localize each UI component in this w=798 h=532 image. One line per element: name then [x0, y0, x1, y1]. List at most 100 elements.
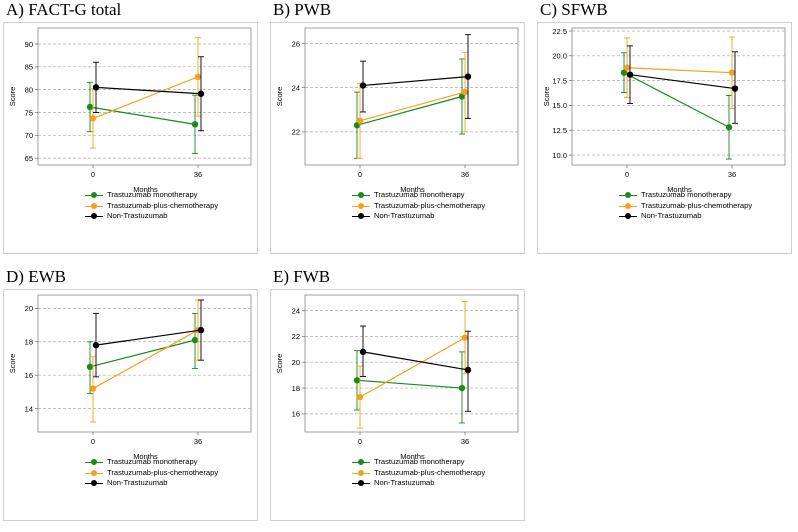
chart-frame: [270, 22, 525, 254]
y-tick-label: 85: [25, 63, 33, 72]
y-tick-label: 80: [25, 85, 33, 94]
legend-marker-chemo: [619, 202, 637, 210]
y-tick-label: 75: [25, 108, 33, 117]
y-tick-label: 20: [25, 304, 33, 313]
data-point-chemo: [89, 385, 97, 392]
data-point-non: [359, 82, 367, 89]
legend-marker-mono: [85, 191, 103, 199]
chart-svg: 22 24 26 0 36 Months Score: [275, 27, 519, 194]
x-tick-label: 0: [91, 437, 95, 446]
data-point-mono: [191, 336, 199, 344]
y-tick-label: 15.0: [552, 101, 567, 110]
y-tick-label: 26: [292, 39, 300, 48]
data-point-chemo: [728, 69, 736, 76]
y-tick-label: 22.5: [552, 27, 567, 36]
y-tick-label: 16: [292, 410, 300, 419]
y-axis-label: Score: [8, 354, 17, 374]
legend-item: Trastuzumab-plus-chemotherapy: [352, 201, 485, 212]
series-line-non: [362, 76, 469, 87]
x-axis-label: Months: [133, 452, 158, 461]
legend-item: Trastuzumab monotherapy: [352, 190, 485, 201]
legend-item: Non-Trastuzumab: [352, 211, 485, 222]
data-point-mono: [725, 124, 733, 131]
y-tick-label: 90: [25, 40, 33, 49]
data-point-chemo: [623, 64, 631, 71]
legend-item: Trastuzumab-plus-chemotherapy: [619, 201, 752, 212]
legend-item: Trastuzumab monotherapy: [619, 190, 752, 201]
data-point-chemo: [461, 88, 469, 96]
data-point-mono: [86, 363, 94, 371]
series-line-chemo: [92, 329, 199, 390]
y-tick-label: 22: [292, 128, 300, 137]
x-axis-label: Months: [400, 452, 425, 461]
y-tick-label: 22: [292, 332, 300, 341]
legend-marker-mono: [352, 458, 370, 466]
y-tick-label: 65: [25, 154, 33, 163]
plot-area: [304, 27, 519, 166]
legend-item: Non-Trastuzumab: [619, 211, 752, 222]
legend-marker-chemo: [352, 469, 370, 477]
y-tick-label: 17.5: [552, 76, 567, 85]
legend-label: Trastuzumab monotherapy: [641, 190, 732, 199]
legend-item: Non-Trastuzumab: [352, 478, 485, 489]
x-tick-label: 0: [625, 170, 629, 179]
legend-marker-non: [85, 479, 103, 487]
series-line-mono: [89, 106, 196, 125]
legend-label: Trastuzumab monotherapy: [374, 190, 465, 199]
x-tick-label: 0: [91, 170, 95, 179]
series-line-mono: [356, 95, 463, 126]
data-point-chemo: [356, 393, 364, 401]
data-point-non: [731, 85, 739, 92]
chart-svg: 10.0 12.5 15.0 17.5 20.0 22.5 0 36 Months Score: [542, 27, 786, 194]
y-tick-label: 16: [25, 371, 33, 380]
legend-label: Non-Trastuzumab: [641, 211, 702, 220]
x-tick-label: 36: [728, 170, 736, 179]
data-point-non: [464, 366, 472, 374]
series-line-non: [95, 86, 202, 95]
x-axis-label: Months: [667, 185, 692, 194]
legend-item: Trastuzumab-plus-chemotherapy: [85, 468, 218, 479]
data-point-mono: [353, 377, 361, 384]
data-point-chemo: [89, 115, 97, 122]
series-line-mono: [623, 72, 730, 128]
plot-area: [304, 294, 519, 433]
series-line-non: [95, 329, 202, 346]
chart-frame: [270, 289, 525, 521]
plot-area: [37, 27, 252, 166]
series-line-chemo: [359, 337, 466, 398]
series-line-non: [629, 74, 736, 90]
y-tick-label: 20: [292, 358, 300, 367]
data-point-mono: [191, 121, 199, 128]
y-axis-label: Score: [275, 87, 284, 107]
x-axis-label: Months: [133, 185, 158, 194]
legend-item: Trastuzumab monotherapy: [352, 457, 485, 468]
x-tick-label: 0: [358, 437, 362, 446]
legend-item: Trastuzumab monotherapy: [85, 457, 218, 468]
legend-label: Trastuzumab-plus-chemotherapy: [107, 200, 219, 210]
y-tick-label: 24: [292, 306, 300, 315]
legend: Trastuzumab monotherapy Trastuzumab-plus-…: [352, 457, 485, 489]
legend-marker-non: [352, 212, 370, 220]
chart-frame: [537, 22, 792, 254]
legend-marker-non: [619, 212, 637, 220]
data-point-non: [626, 71, 634, 78]
chart-title: A) FACT-G total: [6, 0, 122, 19]
legend-marker-mono: [619, 191, 637, 199]
data-point-non: [92, 84, 100, 91]
chart-panel: D) EWB 14 16 18 20 0 36 Months Score Trastuzumab …: [3, 267, 268, 532]
chart-svg: 14 16 18 20 0 36 Months Score: [8, 294, 252, 461]
x-tick-label: 36: [194, 170, 202, 179]
plot-area: [571, 27, 786, 166]
x-axis-label: Months: [400, 185, 425, 194]
data-point-chemo: [194, 73, 202, 81]
data-point-mono: [620, 69, 628, 76]
data-point-non: [92, 341, 100, 349]
series-line-chemo: [626, 67, 733, 74]
legend-label: Trastuzumab-plus-chemotherapy: [641, 200, 753, 210]
chart-title: B) PWB: [273, 0, 332, 19]
legend: Trastuzumab monotherapy Trastuzumab-plus-…: [619, 190, 752, 222]
legend-item: Trastuzumab-plus-chemotherapy: [85, 201, 218, 212]
legend: Trastuzumab monotherapy Trastuzumab-plus-…: [85, 190, 218, 222]
legend-marker-mono: [352, 191, 370, 199]
data-point-non: [359, 348, 367, 356]
